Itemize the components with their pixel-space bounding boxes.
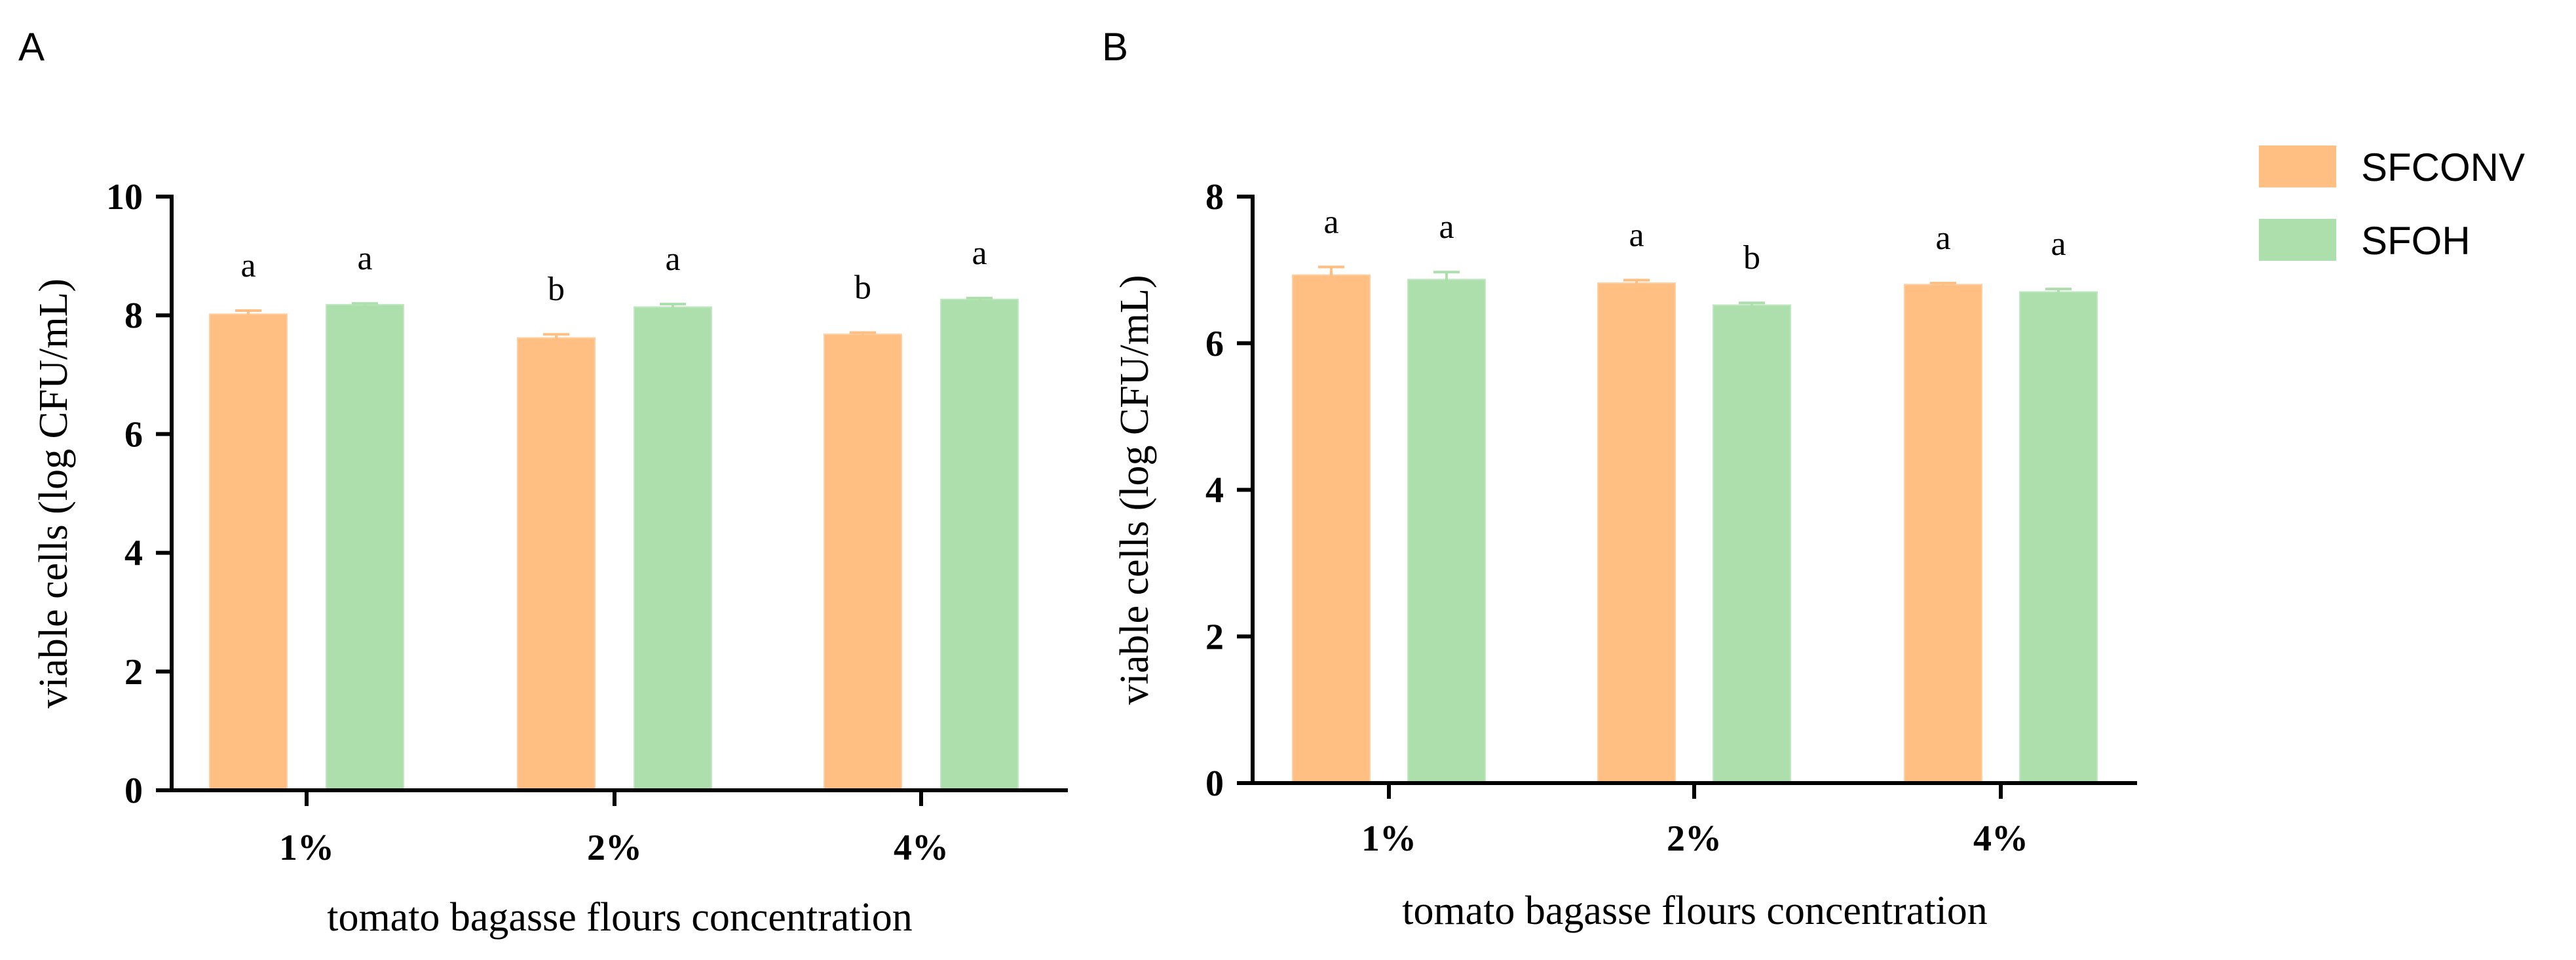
bar-sfconv-4pct [824,334,902,791]
y-axis-title: viable cells (log CFU/mL) [1112,275,1157,704]
bar-sfconv-2pct [1597,282,1676,784]
x-tick-label: 2% [1667,818,1722,859]
significance-label: a [1629,217,1644,254]
y-axis-title: viable cells (log CFU/mL) [31,278,76,708]
bar-sfoh-4pct [940,298,1019,792]
bar-sfconv-1pct [209,313,288,791]
significance-label: b [548,271,565,308]
significance-label: b [1743,239,1760,277]
y-tick-label: 4 [1205,470,1224,511]
y-tick-label: 8 [1205,177,1224,218]
panel-letter: A [18,25,45,69]
y-tick-label: 2 [1205,617,1224,657]
legend-label-sfconv: SFCONV [2361,145,2525,189]
significance-label: a [1323,203,1338,240]
bar-sfoh-2pct [1713,304,1791,784]
x-axis-title: tomato bagasse flours concentration [1402,889,1988,933]
x-axis-title: tomato bagasse flours concentration [327,895,913,940]
legend: SFCONV SFOH [2259,145,2525,263]
bar-sfoh-4pct [2019,291,2098,784]
x-tick-label: 1% [1361,818,1416,859]
y-tick-label: 6 [1205,324,1224,364]
significance-label: a [972,235,987,272]
significance-label: a [1935,220,1950,257]
bar-sfconv-4pct [1904,284,1982,784]
bar-sfoh-2pct [634,306,712,791]
y-tick-label: 4 [124,533,143,574]
x-tick-label: 4% [1973,818,2028,859]
bar-sfconv-1pct [1292,274,1371,784]
significance-label: a [1439,208,1454,246]
significance-label: a [2051,225,2066,263]
bar-sfconv-2pct [517,337,596,791]
y-tick-label: 8 [124,296,143,336]
significance-label: a [357,240,372,277]
y-tick-label: 10 [106,177,143,218]
y-tick-label: 2 [124,652,143,693]
legend-swatch-sfconv [2259,145,2336,187]
x-tick-label: 1% [279,828,334,868]
y-tick-label: 0 [124,771,143,811]
y-tick-label: 6 [124,414,143,455]
significance-label: a [240,247,256,284]
y-tick-label: 0 [1205,763,1224,804]
legend-swatch-sfoh [2259,219,2336,261]
significance-label: b [854,269,871,306]
panel-letter: B [1102,25,1128,69]
bar-sfoh-1pct [1407,278,1486,784]
panel-b: Ba a a a b a 0 2 4 6 8 1% 2% 4% viable cells (log CFU/… [1102,25,2137,933]
panel-a: Aa b b a a a 0 2 4 6 8 10 1% 2% 4% viable cells (log CF… [18,25,1068,940]
x-tick-label: 4% [894,828,949,868]
bar-sfoh-1pct [326,303,404,791]
legend-label-sfoh: SFOH [2361,219,2471,263]
significance-label: a [665,240,680,278]
x-tick-label: 2% [587,828,642,868]
